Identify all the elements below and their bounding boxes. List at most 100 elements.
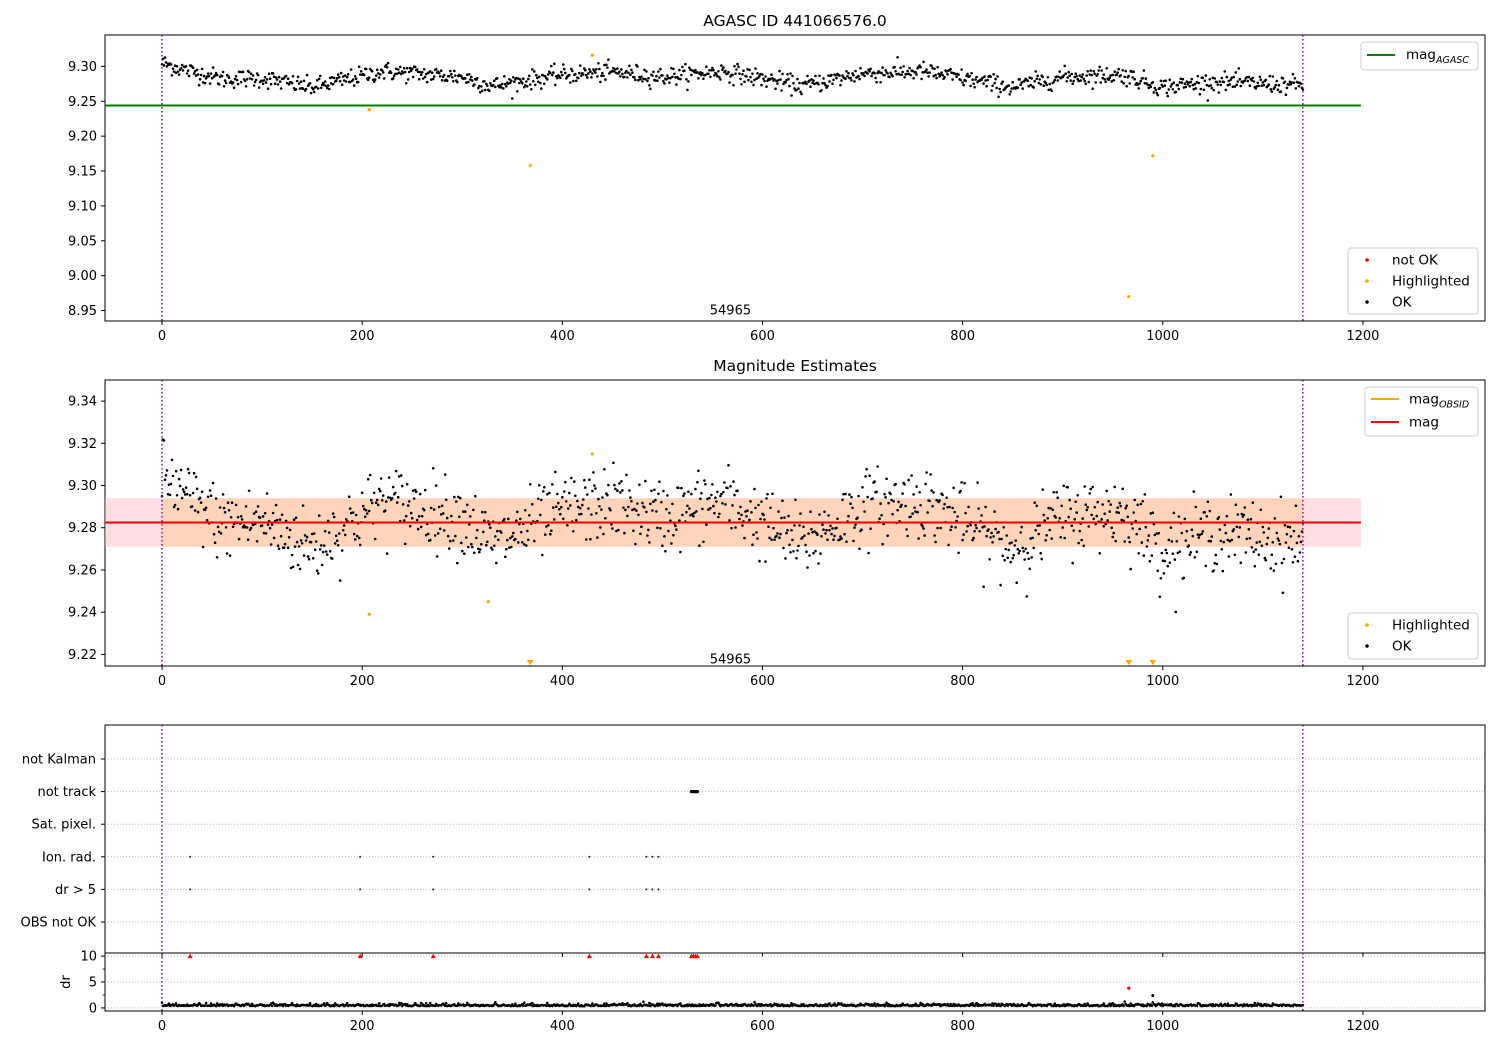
ok-point: [795, 88, 798, 92]
ok-point: [548, 491, 551, 495]
ok-point: [302, 554, 306, 557]
ok-point: [679, 77, 682, 81]
ok-point: [505, 547, 508, 551]
ok-point: [1185, 80, 1189, 83]
ok-point: [236, 515, 240, 519]
ok-point: [377, 487, 381, 491]
ok-point: [1083, 485, 1086, 488]
ok-point: [603, 468, 606, 471]
ok-point: [466, 73, 469, 76]
ok-point: [1249, 517, 1253, 521]
ok-point: [1049, 507, 1052, 510]
ok-point: [446, 534, 450, 538]
ok-point: [516, 510, 519, 514]
ok-point: [1254, 548, 1258, 551]
ok-point: [264, 81, 268, 84]
ok-point: [294, 516, 298, 520]
ok-point: [1201, 76, 1205, 80]
ok-point: [1296, 559, 1300, 563]
ok-point: [1130, 70, 1133, 73]
ok-point: [1292, 529, 1296, 533]
ok-point: [662, 79, 665, 83]
ok-point: [170, 74, 174, 77]
ok-point: [521, 82, 524, 85]
ok-point: [766, 492, 769, 496]
ok-point: [1105, 67, 1108, 70]
ok-point: [497, 538, 500, 542]
ok-point: [810, 78, 813, 81]
ok-point: [768, 536, 771, 540]
ok-point: [969, 523, 972, 527]
ok-point: [562, 517, 565, 521]
ok-point: [1161, 559, 1165, 562]
ok-point: [1286, 525, 1290, 528]
ok-point: [278, 80, 282, 83]
ok-point: [643, 506, 646, 509]
ok-point: [773, 538, 776, 541]
ok-point: [384, 500, 388, 503]
ok-point: [770, 73, 773, 76]
ok-point: [556, 492, 559, 496]
ok-point: [1127, 74, 1130, 78]
ok-point: [426, 532, 430, 536]
ok-point: [569, 504, 572, 507]
ok-point: [626, 514, 629, 518]
ok-point: [1021, 546, 1024, 550]
ok-point: [792, 81, 795, 85]
ok-point: [1258, 75, 1262, 79]
ok-point: [1028, 567, 1031, 571]
ok-point: [214, 71, 218, 75]
dr-point: [174, 1002, 178, 1005]
ok-point: [226, 501, 230, 505]
ok-point: [401, 71, 405, 75]
ok-point: [746, 68, 749, 71]
legend-box: [1347, 612, 1479, 660]
ok-point: [1116, 71, 1119, 74]
ok-point: [659, 67, 662, 71]
ok-point: [1287, 83, 1291, 86]
flag-row-label: Sat. pixel.: [32, 818, 96, 833]
ok-point: [467, 545, 470, 549]
ok-point: [264, 532, 268, 535]
ok-point: [295, 79, 299, 83]
dr-point: [577, 1002, 580, 1005]
ok-point: [1015, 581, 1018, 584]
ok-point: [765, 497, 768, 500]
ok-point: [185, 492, 189, 496]
dr-point: [322, 1002, 326, 1005]
ok-point: [508, 546, 511, 549]
ok-point: [616, 67, 619, 70]
ok-point: [408, 66, 412, 70]
ok-point: [840, 537, 843, 540]
ok-point: [1279, 495, 1283, 499]
ok-point: [524, 84, 527, 87]
y-tick-label: 9.34: [68, 395, 97, 410]
dr-point: [444, 1001, 448, 1005]
ok-point: [532, 79, 535, 83]
ok-point: [309, 540, 313, 544]
ok-point: [974, 524, 977, 527]
ok-point: [942, 507, 945, 510]
ok-point: [850, 79, 853, 82]
ok-point: [393, 491, 397, 495]
ok-point: [1076, 494, 1079, 497]
ok-point: [621, 489, 624, 492]
ok-point: [1217, 91, 1221, 94]
ok-point: [423, 75, 427, 79]
ok-point: [308, 82, 312, 85]
ok-point: [955, 75, 958, 78]
ok-point: [1083, 79, 1086, 83]
ok-point: [540, 87, 543, 90]
ok-point: [583, 478, 586, 482]
ok-point: [1194, 505, 1198, 509]
ok-point: [721, 68, 724, 71]
ok-point: [457, 495, 460, 499]
ok-point: [1160, 551, 1164, 555]
ok-point: [481, 89, 484, 93]
ok-point: [181, 488, 185, 491]
dr-point: [424, 1002, 428, 1005]
ok-point: [510, 545, 513, 549]
ok-point: [760, 83, 763, 87]
ok-point: [1243, 79, 1247, 82]
ok-point: [1294, 504, 1298, 508]
